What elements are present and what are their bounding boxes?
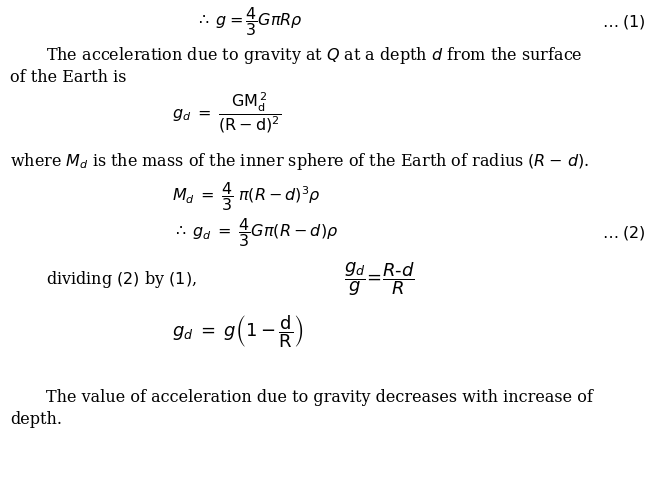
Text: $\ldots\;(2)$: $\ldots\;(2)$	[602, 224, 645, 242]
Text: $\dfrac{g_d}{g}\!=\!\dfrac{R\text{-}d}{R}$: $\dfrac{g_d}{g}\!=\!\dfrac{R\text{-}d}{R…	[344, 261, 415, 298]
Text: of the Earth is: of the Earth is	[10, 69, 126, 86]
Text: $\therefore\; g_d\; =\; \dfrac{4}{3}G\pi(R - d)\rho$: $\therefore\; g_d\; =\; \dfrac{4}{3}G\pi…	[172, 216, 338, 249]
Text: $g_d\; =\; \dfrac{\mathrm{GM}_{\mathrm{d}}^{\,2}}{(\mathrm{R}-\mathrm{d})^{2}}$: $g_d\; =\; \dfrac{\mathrm{GM}_{\mathrm{d…	[172, 90, 281, 135]
Text: The acceleration due to gravity at $\mathit{Q}$ at a depth $\mathit{d}$ from the: The acceleration due to gravity at $\mat…	[46, 45, 583, 65]
Text: The value of acceleration due to gravity decreases with increase of: The value of acceleration due to gravity…	[46, 389, 593, 405]
Text: $g_d\; =\; g\left(1 - \dfrac{\mathrm{d}}{\mathrm{R}}\right)$: $g_d\; =\; g\left(1 - \dfrac{\mathrm{d}}…	[172, 314, 304, 350]
Text: $\therefore\; g = \dfrac{4}{3}G\pi R\rho$: $\therefore\; g = \dfrac{4}{3}G\pi R\rho…	[195, 5, 303, 38]
Text: dividing $(2)$ by $(1)$,: dividing $(2)$ by $(1)$,	[46, 269, 197, 290]
Text: depth.: depth.	[10, 411, 62, 428]
Text: $\ldots\;(1)$: $\ldots\;(1)$	[602, 13, 645, 31]
Text: $M_d\; =\; \dfrac{4}{3}\; \pi(R - d)^3\rho$: $M_d\; =\; \dfrac{4}{3}\; \pi(R - d)^3\r…	[172, 180, 321, 214]
Text: where $M_d$ is the mass of the inner sphere of the Earth of radius $(R-\, d)$.: where $M_d$ is the mass of the inner sph…	[10, 151, 589, 172]
